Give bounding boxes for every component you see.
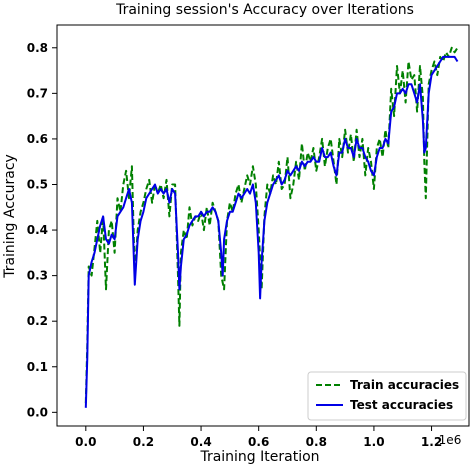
- y-tick-label: 0.2: [27, 314, 48, 328]
- y-tick-label: 0.6: [27, 132, 48, 146]
- y-tick-label: 0.1: [27, 360, 48, 374]
- y-axis-label: Training Accuracy: [2, 154, 18, 279]
- x-tick-label: 1.0: [363, 435, 384, 449]
- x-tick-label: 0.8: [306, 435, 327, 449]
- y-tick-label: 0.3: [27, 269, 48, 283]
- x-axis: 0.0 0.2 0.4 0.6 0.8 1.0 1.2: [75, 426, 442, 449]
- x-tick-label: 0.2: [133, 435, 154, 449]
- y-tick-label: 0.8: [27, 41, 48, 55]
- x-tick-label: 0.6: [248, 435, 269, 449]
- x-tick-label: 0.0: [75, 435, 96, 449]
- y-axis: 0.0 0.1 0.2 0.3 0.4 0.5 0.6 0.7 0.8: [27, 41, 57, 419]
- x-axis-label: Training Iteration: [199, 449, 319, 465]
- y-tick-label: 0.5: [27, 177, 48, 191]
- y-tick-label: 0.0: [27, 405, 48, 419]
- legend-label-test: Test accuracies: [350, 398, 453, 412]
- legend-label-train: Train accuracies: [350, 378, 459, 392]
- plot-area: [84, 46, 459, 408]
- test-accuracy-line: [84, 55, 459, 408]
- chart-title: Training session's Accuracy over Iterati…: [115, 2, 414, 18]
- x-tick-label: 1.2: [421, 435, 442, 449]
- x-axis-offset-label: 1e6: [439, 433, 462, 447]
- x-tick-label: 0.4: [190, 435, 211, 449]
- y-tick-label: 0.4: [27, 223, 48, 237]
- y-tick-label: 0.7: [27, 86, 48, 100]
- legend: Train accuracies Test accuracies: [307, 371, 467, 421]
- legend-box: [307, 371, 467, 421]
- axes-frame: [56, 24, 470, 427]
